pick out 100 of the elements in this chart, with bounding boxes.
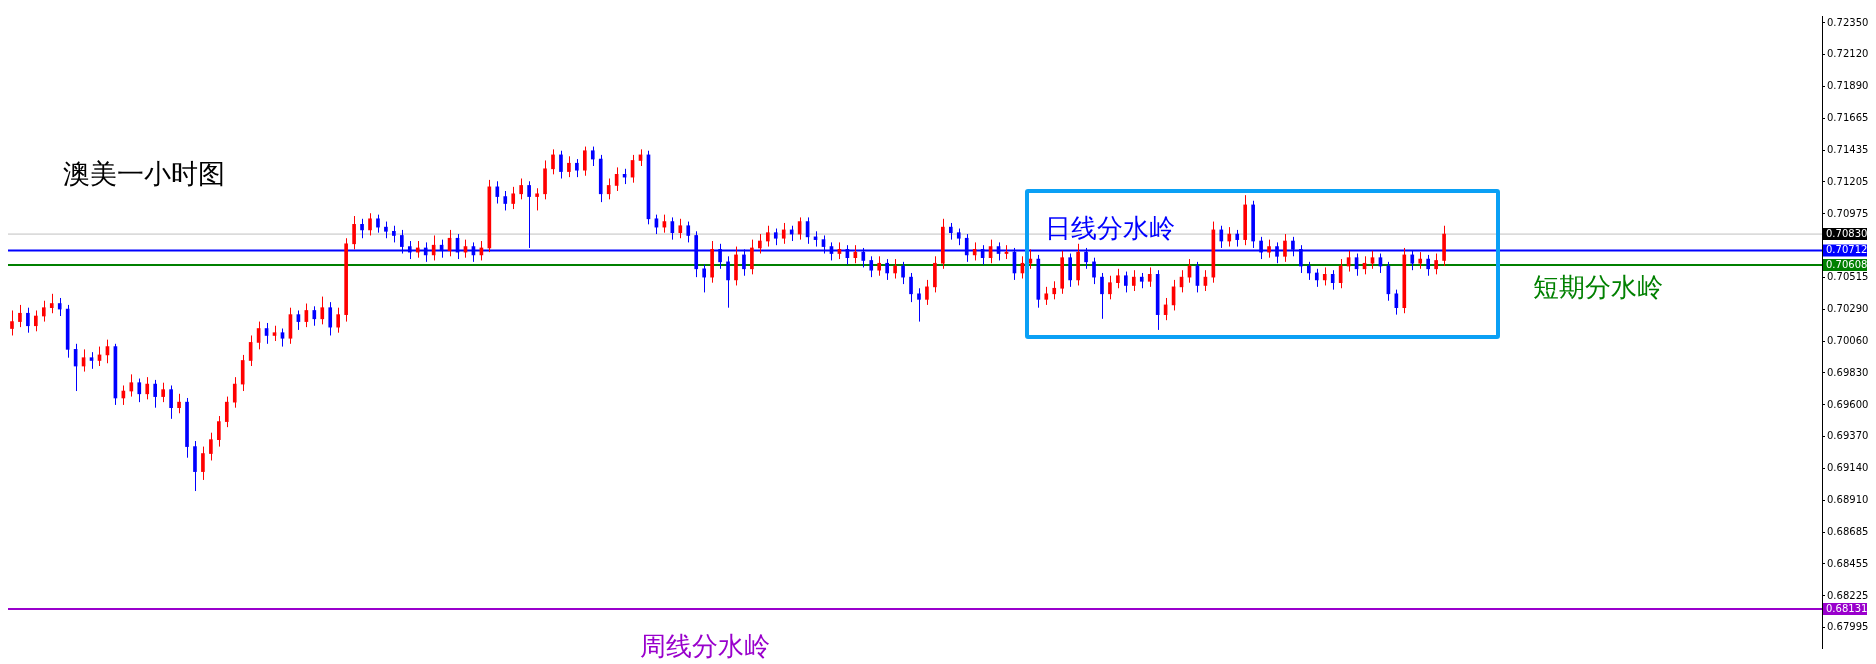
candlestick	[209, 432, 213, 461]
text: 澳美一小时图	[63, 158, 225, 191]
text: 0.70608	[1826, 258, 1868, 270]
candlestick	[758, 233, 762, 255]
candlestick	[1044, 286, 1049, 306]
candlestick	[885, 258, 889, 281]
candlestick	[328, 301, 333, 336]
candlestick	[893, 258, 897, 280]
ref-line-label: 短期分水岭	[1533, 272, 1663, 304]
ref-line-label: 日线分水岭	[1045, 213, 1175, 245]
candlestick	[312, 305, 317, 327]
candlestick	[1227, 226, 1232, 248]
y-tick-label: 0.69370	[1827, 430, 1869, 442]
candlestick	[1307, 261, 1311, 281]
text: 0.70830	[1826, 227, 1868, 239]
candlestick	[511, 186, 516, 210]
candlestick	[18, 304, 22, 328]
candlestick	[909, 272, 913, 303]
ref-line-label: 周线分水岭	[640, 631, 770, 663]
y-tick-label: 0.71435	[1827, 143, 1869, 155]
candlestick	[1116, 268, 1120, 289]
candlestick	[1426, 254, 1430, 277]
candlestick	[559, 150, 563, 180]
candlestick	[925, 279, 929, 306]
candlestick	[153, 379, 158, 409]
candlestick	[1147, 266, 1152, 288]
candlestick	[224, 396, 229, 428]
candlestick	[376, 214, 380, 234]
y-tick-label: 0.70515	[1827, 271, 1869, 283]
candlestick	[1330, 269, 1335, 291]
candlestick	[972, 241, 977, 261]
candlestick	[320, 296, 325, 325]
candlestick	[280, 328, 285, 348]
y-tick-label: 0.68225	[1827, 589, 1869, 601]
candlestick	[590, 146, 595, 167]
candlestick	[781, 222, 786, 245]
candlestick	[750, 239, 754, 275]
candlestick	[877, 255, 882, 277]
candlestick	[1283, 233, 1287, 263]
y-tick-label: 0.71890	[1827, 80, 1869, 92]
y-tick-label: 0.68910	[1827, 494, 1869, 506]
candlestick	[169, 384, 173, 420]
candlestick	[360, 218, 364, 239]
candlestick	[726, 255, 730, 309]
candlestick	[336, 307, 341, 334]
candlestick	[1108, 275, 1112, 300]
candlestick	[582, 146, 587, 177]
candlestick	[519, 178, 523, 200]
candlestick	[49, 293, 54, 314]
y-tick-label: 0.69600	[1827, 398, 1869, 410]
y-tick-label: 0.69140	[1827, 462, 1869, 474]
y-tick-label: 0.72350	[1827, 16, 1869, 28]
candlestick	[765, 225, 770, 248]
candlestick	[901, 261, 905, 285]
candlestick	[232, 376, 237, 409]
candlestick	[352, 215, 356, 250]
candlestick	[57, 297, 62, 317]
candlestick	[869, 255, 874, 278]
candlestick	[34, 309, 38, 332]
candlestick	[606, 178, 611, 200]
candlestick	[10, 309, 14, 336]
y-tick-label: 0.71205	[1827, 175, 1869, 187]
candlestick	[686, 221, 691, 243]
candlestick	[1068, 253, 1072, 288]
candlestick	[368, 212, 372, 236]
candlestick	[1314, 268, 1319, 288]
y-tick-label: 0.67995	[1827, 621, 1869, 633]
candlestick	[917, 287, 921, 323]
y-tick-label: 0.70290	[1827, 302, 1869, 314]
candlestick	[503, 190, 508, 211]
candlestick	[1267, 239, 1271, 259]
candlestick	[41, 300, 46, 323]
candlestick	[678, 218, 683, 239]
candlestick	[145, 376, 150, 400]
candlestick	[1052, 280, 1057, 300]
candlestick	[26, 307, 30, 334]
candlestick	[575, 158, 579, 178]
text: 0.68131	[1826, 602, 1868, 614]
candlestick	[1092, 257, 1096, 285]
candlestick	[1100, 272, 1104, 320]
y-tick-label: 0.72120	[1827, 48, 1869, 60]
candlestick	[1322, 266, 1327, 286]
y-tick-label: 0.68455	[1827, 557, 1869, 569]
candlestick	[217, 415, 221, 448]
candlestick	[567, 155, 571, 178]
candlestick	[161, 382, 165, 403]
y-tick-label: 0.71665	[1827, 111, 1869, 123]
candlestick	[177, 393, 181, 414]
candlestick	[853, 244, 858, 264]
y-tick-label: 0.70060	[1827, 334, 1869, 346]
y-tick-label: 0.70975	[1827, 207, 1869, 219]
text: 0.70712	[1826, 244, 1868, 256]
y-tick-label: 0.68685	[1827, 525, 1869, 537]
candlestick	[1434, 253, 1438, 275]
candlestick	[1124, 271, 1128, 293]
candlestick	[495, 180, 500, 205]
candlestick	[1370, 250, 1375, 270]
y-tick-label: 0.69830	[1827, 366, 1869, 378]
candlestick	[551, 148, 555, 175]
candlestick	[535, 187, 539, 211]
